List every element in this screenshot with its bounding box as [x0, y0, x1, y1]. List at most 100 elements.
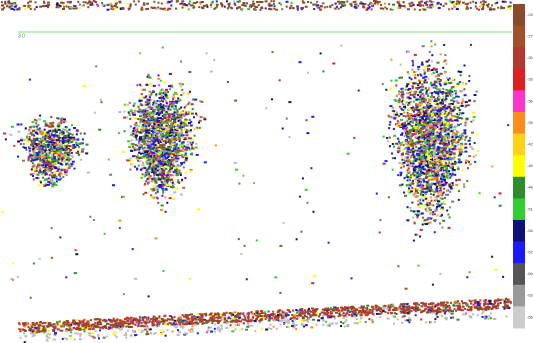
- echo-pixel: [57, 149, 59, 151]
- echo-pixel: [167, 127, 169, 129]
- echo-pixel: [136, 124, 138, 126]
- echo-pixel: [206, 4, 208, 6]
- echo-pixel: [473, 119, 475, 121]
- echo-pixel: [203, 5, 206, 7]
- echo-pixel: [55, 162, 57, 164]
- echo-pixel: [187, 103, 189, 105]
- echo-pixel: [59, 137, 61, 139]
- echo-pixel: [365, 9, 368, 11]
- echo-pixel: [137, 160, 139, 162]
- echo-pixel: [459, 117, 462, 119]
- echo-pixel: [189, 91, 191, 93]
- echo-pixel: [443, 188, 445, 190]
- echo-pixel: [195, 113, 197, 115]
- echo-pixel: [399, 142, 401, 144]
- echo-pixel: [107, 9, 110, 11]
- echo-pixel: [152, 152, 155, 154]
- echo-pixel: [436, 88, 439, 90]
- echo-pixel: [158, 114, 160, 116]
- echo-pixel: [440, 147, 443, 149]
- echo-pixel: [146, 3, 149, 5]
- echo-pixel: [220, 2, 222, 4]
- echo-pixel: [426, 165, 429, 167]
- echo-pixel: [44, 129, 46, 131]
- echo-pixel: [192, 99, 194, 101]
- echo-pixel: [165, 129, 167, 131]
- echo-pixel: [164, 136, 166, 138]
- echo-pixel: [419, 96, 421, 98]
- echo-pixel: [322, 2, 325, 4]
- echo-pixel: [434, 220, 436, 222]
- echo-pixel: [132, 130, 134, 132]
- echo-pixel: [187, 113, 189, 115]
- echo-pixel: [313, 8, 315, 10]
- echo-pixel: [39, 155, 41, 157]
- echo-pixel: [130, 109, 132, 111]
- echo-pixel: [54, 167, 57, 169]
- echo-pixel: [429, 113, 431, 115]
- echo-pixel: [27, 159, 29, 161]
- echo-pixel: [431, 126, 433, 128]
- echo-pixel: [20, 137, 22, 139]
- echo-pixel: [56, 180, 58, 182]
- echo-pixel: [456, 8, 459, 10]
- echo-pixel: [194, 135, 196, 137]
- echo-pixel: [438, 97, 440, 99]
- echo-pixel: [169, 103, 171, 105]
- echo-pixel: [62, 139, 65, 141]
- echo-pixel: [54, 184, 57, 186]
- echo-pixel: [178, 100, 180, 102]
- echo-pixel: [422, 157, 424, 159]
- echo-pixel: [438, 187, 440, 189]
- echo-pixel: [2, 8, 4, 10]
- echo-pixel: [458, 190, 460, 192]
- echo-pixel: [161, 173, 163, 175]
- echo-pixel: [171, 139, 173, 141]
- echo-pixel: [420, 179, 423, 181]
- echo-pixel: [66, 5, 68, 7]
- echo-pixel: [464, 143, 467, 145]
- echo-pixel: [273, 0, 275, 2]
- echo-pixel: [168, 138, 170, 140]
- echo-pixel: [412, 217, 414, 219]
- echo-pixel: [465, 101, 468, 103]
- echo-pixel: [148, 91, 151, 93]
- echo-pixel: [172, 198, 175, 200]
- echo-pixel: [455, 179, 457, 181]
- echo-pixel: [118, 1, 121, 3]
- echo-pixel: [174, 111, 176, 113]
- echo-pixel: [291, 2, 293, 4]
- echo-pixel: [318, 7, 321, 9]
- echo-pixel: [160, 165, 162, 167]
- echo-pixel: [492, 8, 495, 10]
- echo-pixel: [422, 146, 424, 148]
- echo-pixel: [439, 223, 441, 225]
- echo-pixel: [53, 182, 56, 184]
- echo-pixel: [423, 69, 425, 71]
- echo-pixel: [462, 169, 464, 171]
- echo-pixel: [173, 191, 176, 193]
- echo-pixel: [178, 182, 180, 184]
- echo-pixel: [169, 73, 172, 75]
- echo-pixel: [450, 130, 452, 132]
- echo-pixel: [447, 93, 450, 95]
- echo-pixel: [411, 2, 414, 4]
- echo-pixel: [457, 107, 460, 109]
- echo-pixel: [172, 143, 174, 145]
- echo-pixel: [140, 103, 142, 105]
- echo-pixel: [156, 112, 158, 114]
- echo-pixel: [454, 169, 456, 171]
- echo-pixel: [51, 126, 54, 128]
- echo-pixel: [403, 115, 405, 117]
- echo-pixel: [136, 139, 138, 141]
- echo-pixel: [427, 70, 429, 72]
- echo-pixel: [51, 152, 54, 154]
- echo-pixel: [73, 8, 76, 10]
- echo-pixel: [45, 146, 47, 148]
- echo-pixel: [77, 1, 79, 3]
- echo-pixel: [29, 150, 31, 152]
- echo-pixel: [35, 122, 37, 124]
- echo-pixel: [437, 148, 439, 150]
- echo-pixel: [425, 110, 427, 112]
- echo-pixel: [459, 90, 461, 92]
